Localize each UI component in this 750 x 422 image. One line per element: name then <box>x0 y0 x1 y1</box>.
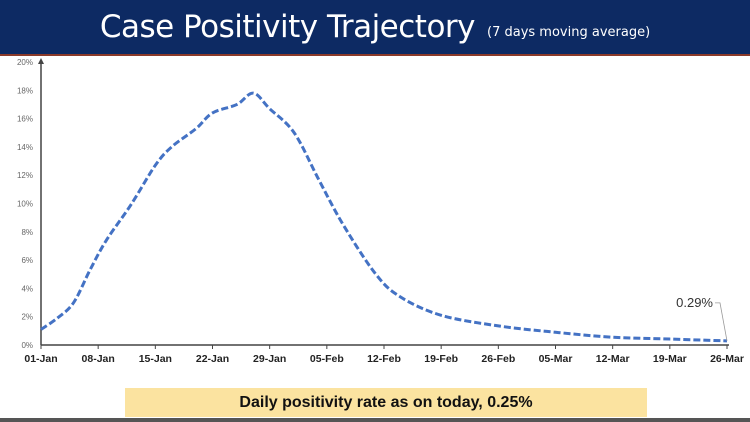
x-tick-label: 12-Feb <box>367 353 401 365</box>
y-tick-label: 10% <box>17 200 33 209</box>
chart-subtitle: (7 days moving average) <box>487 24 651 40</box>
x-tick-label: 01-Jan <box>24 353 57 365</box>
x-tick-label: 12-Mar <box>596 353 630 365</box>
bottom-bar <box>0 418 750 422</box>
y-tick-label: 18% <box>17 86 33 95</box>
last-value-label: 0.29% <box>676 295 713 310</box>
x-tick-label: 15-Jan <box>139 353 172 365</box>
y-tick-label: 20% <box>17 58 33 67</box>
x-tick-label: 19-Mar <box>653 353 687 365</box>
chart-title: Case Positivity Trajectory <box>99 9 476 45</box>
x-tick-label: 08-Jan <box>82 353 115 365</box>
y-tick-label: 8% <box>21 228 33 237</box>
x-tick-label: 29-Jan <box>253 353 286 365</box>
y-tick-label: 6% <box>21 256 33 265</box>
y-tick-label: 2% <box>21 313 33 322</box>
line-chart: 0% 2% 4% 6% 8% 10% 12% 14% 16% 18% 20% 01-Jan 08-Jan… <box>17 58 744 365</box>
y-tick-label: 16% <box>17 115 33 124</box>
title-bar: Case Positivity Trajectory (7 days movin… <box>0 0 750 56</box>
annotation-leader <box>715 302 728 341</box>
x-tick-label: 05-Feb <box>310 353 344 365</box>
y-tick-label: 0% <box>21 341 33 350</box>
y-tick-label: 12% <box>17 171 33 180</box>
y-tick-label: 14% <box>17 143 33 152</box>
y-axis-arrow <box>38 58 44 64</box>
x-tick-label: 05-Mar <box>539 353 573 365</box>
y-tick-label: 4% <box>21 284 33 293</box>
x-tick-label: 26-Feb <box>481 353 515 365</box>
positivity-line <box>40 91 728 343</box>
x-tick-label: 19-Feb <box>424 353 458 365</box>
daily-positivity-text: Daily positivity rate as on today, 0.25% <box>239 393 533 411</box>
daily-positivity-note: Daily positivity rate as on today, 0.25% <box>125 388 647 417</box>
x-tick-label: 22-Jan <box>196 353 229 365</box>
x-tick-label: 26-Mar <box>710 353 744 365</box>
